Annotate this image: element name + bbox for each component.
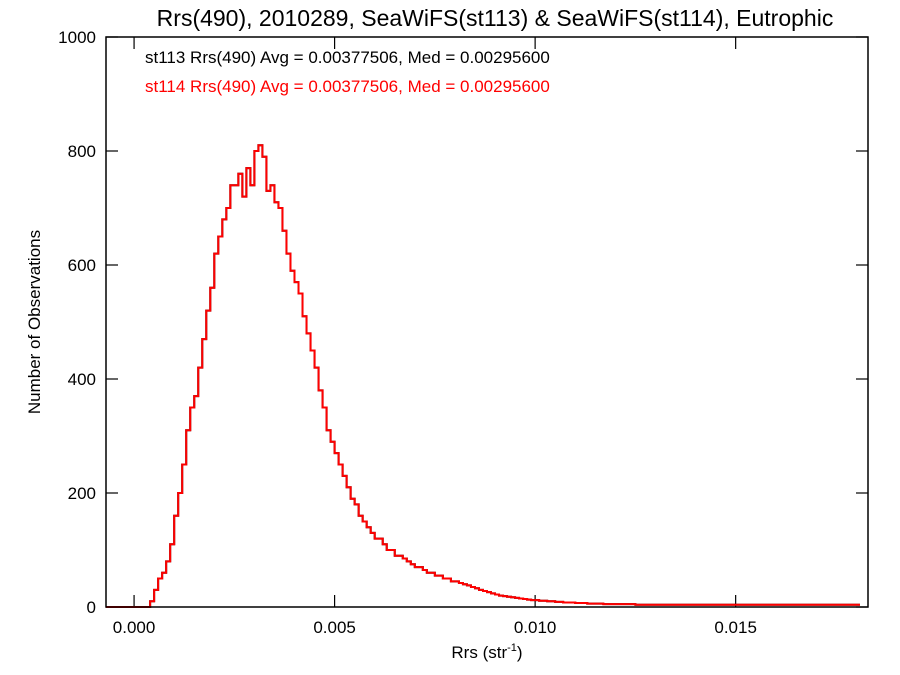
x-tick-label: 0.005	[313, 618, 356, 637]
plot-frame	[105, 36, 869, 608]
series-line-st113	[106, 144, 860, 608]
y-tick-label: 0	[87, 598, 96, 617]
annotation-st114: st114 Rrs(490) Avg = 0.00377506, Med = 0…	[145, 77, 550, 96]
annotation-st113: st113 Rrs(490) Avg = 0.00377506, Med = 0…	[145, 48, 550, 67]
axis-ticks: 0.000 0.005 0.010 0.015 0 200 400 600 800 1000	[58, 28, 868, 637]
y-axis-title: Number of Observations	[25, 230, 44, 414]
series-layer	[106, 144, 860, 608]
x-tick-label: 0.015	[714, 618, 757, 637]
y-tick-label: 200	[68, 484, 96, 503]
series-line-st114	[106, 144, 860, 608]
y-tick-label: 800	[68, 142, 96, 161]
y-tick-label: 400	[68, 370, 96, 389]
x-tick-label: 0.010	[514, 618, 557, 637]
y-tick-label: 600	[68, 256, 96, 275]
chart-title: Rrs(490), 2010289, SeaWiFS(st113) & SeaW…	[157, 5, 834, 31]
y-tick-label: 1000	[58, 28, 96, 47]
x-tick-label: 0.000	[113, 618, 156, 637]
x-axis-title: Rrs (str-1)	[451, 642, 522, 662]
